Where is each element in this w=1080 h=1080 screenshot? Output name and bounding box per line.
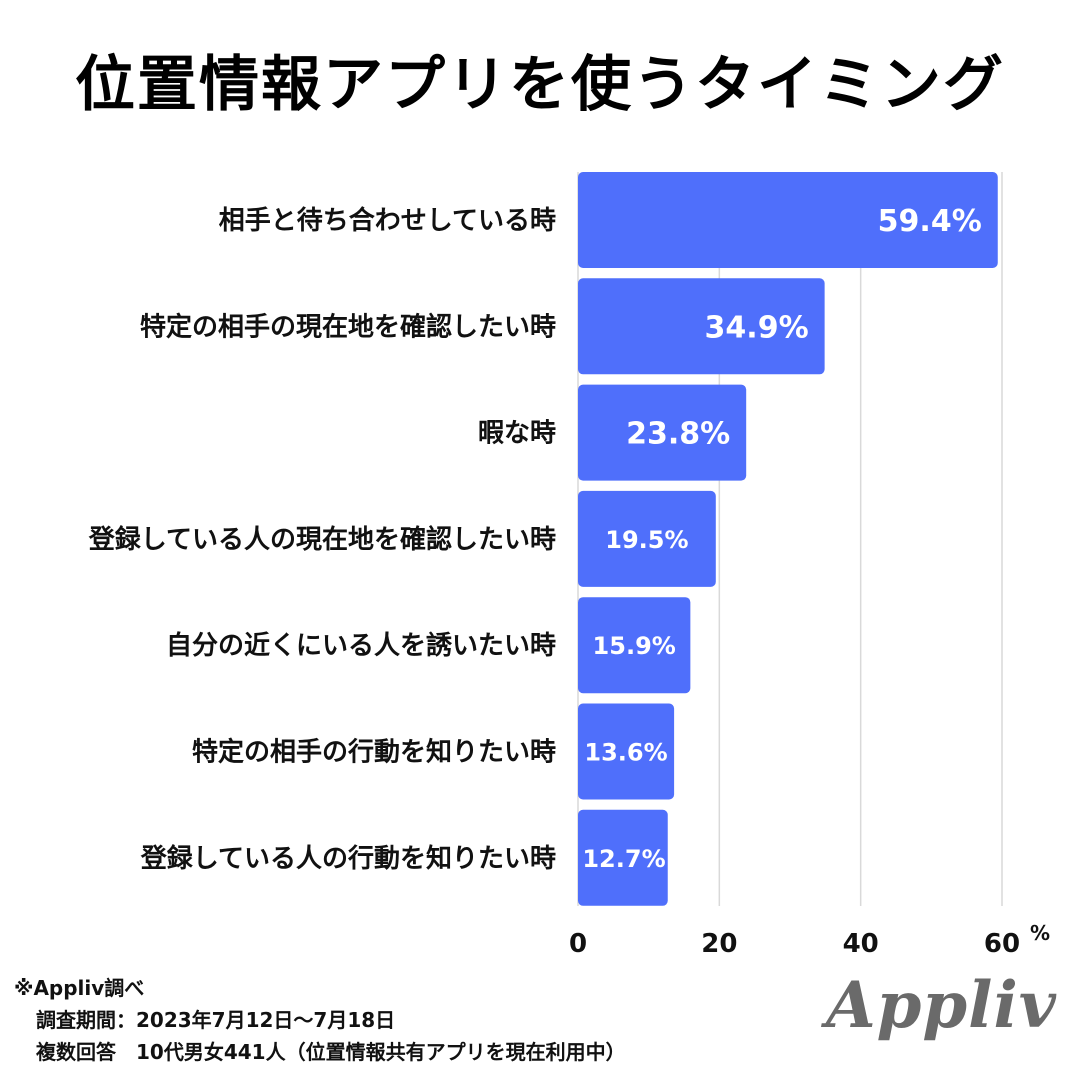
category-label-1: 相手と待ち合わせしている時 [219, 205, 556, 236]
bar-3 [578, 384, 747, 481]
bars: 59.4% 34.9% 23.8% 19.5% 15.9% 13.6% 12.7% [578, 172, 998, 906]
footnote-method: 複数回答 10代男女441人（位置情報共有アプリを現在利用中） [36, 1040, 626, 1064]
appliv-logo: Appliv [826, 968, 1057, 1043]
bar-value-label-7: 12.7% [582, 845, 665, 873]
x-tick-label-60: 60 [984, 929, 1020, 959]
x-tick-label-40: 40 [843, 929, 879, 959]
bar-value-label-1: 59.4% [878, 204, 982, 239]
bar-4 [578, 490, 716, 587]
chart-title: 位置情報アプリを使うタイミング [75, 50, 1005, 120]
footnote-source: ※Appliv調べ [14, 976, 145, 1000]
bar-value-label-2: 34.9% [705, 310, 809, 345]
bar-7 [578, 809, 668, 906]
bar-5 [578, 597, 691, 694]
category-labels: 相手と待ち合わせしている時特定の相手の現在地を確認したい時暇な時登録している人の… [88, 205, 556, 874]
bar-1 [578, 172, 998, 268]
bar-value-label-5: 15.9% [593, 632, 676, 660]
category-label-6: 特定の相手の行動を知りたい時 [192, 737, 556, 768]
category-label-2: 特定の相手の現在地を確認したい時 [140, 311, 556, 342]
x-unit-label: % [1030, 921, 1050, 945]
category-label-4: 登録している人の現在地を確認したい時 [88, 524, 556, 555]
category-label-7: 登録している人の行動を知りたい時 [140, 843, 556, 874]
x-axis-ticks: 0 20 40 60% [569, 921, 1050, 959]
x-tick-label-0: 0 [569, 929, 587, 959]
footnote: ※Appliv調べ 調査期間：2023年7月12日～7月18日 複数回答 10代… [14, 972, 626, 1068]
footnote-period: 調査期間：2023年7月12日～7月18日 [36, 1008, 396, 1032]
bar-6 [578, 703, 675, 800]
category-label-5: 自分の近くにいる人を誘いたい時 [166, 630, 556, 661]
bar-value-label-4: 19.5% [605, 526, 688, 554]
bar-value-label-6: 13.6% [584, 739, 667, 767]
bar-2 [578, 278, 825, 375]
x-tick-label-20: 20 [701, 929, 737, 959]
bar-value-label-3: 23.8% [626, 417, 730, 452]
category-label-3: 暇な時 [478, 419, 556, 449]
